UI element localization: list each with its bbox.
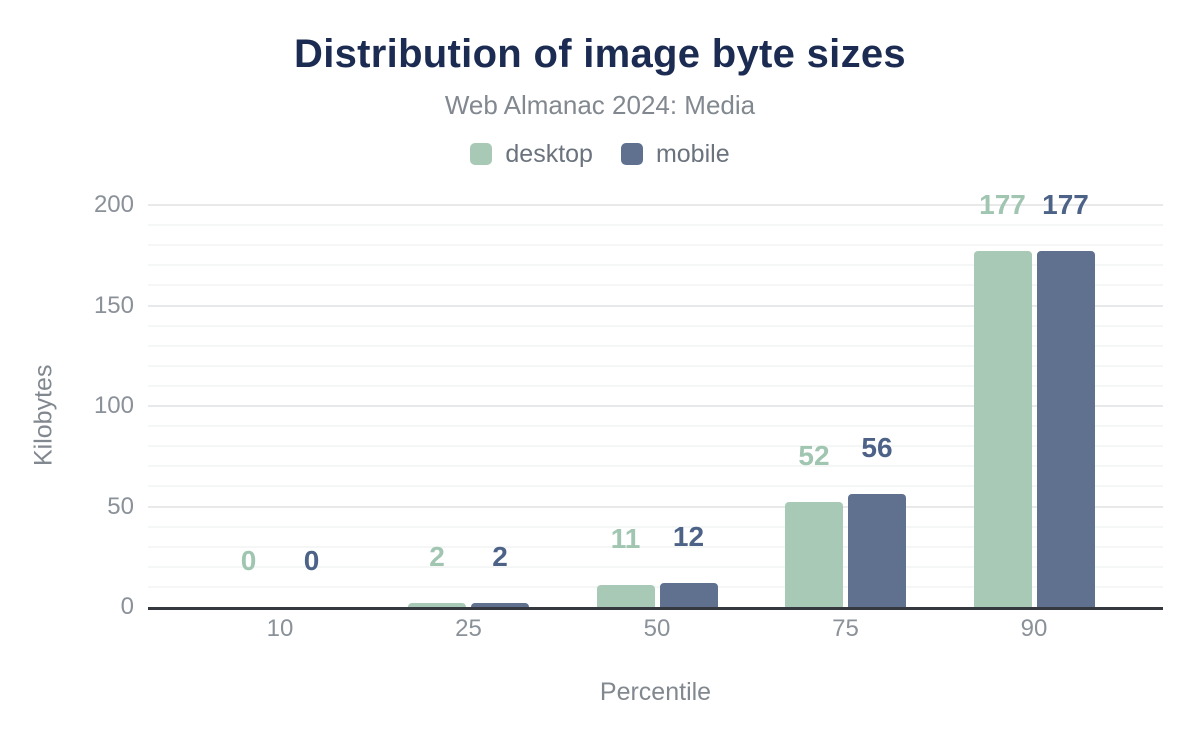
value-label-desktop-p10: 0 bbox=[240, 545, 257, 576]
minor-gridline-10 bbox=[148, 585, 1163, 588]
minor-gridline-110 bbox=[148, 384, 1163, 387]
x-axis-title: Percentile bbox=[599, 678, 712, 706]
value-label-mobile-p75: 56 bbox=[861, 432, 893, 463]
bar-mobile-p75[interactable] bbox=[848, 494, 906, 607]
x-tick-label-10: 10 bbox=[266, 615, 294, 642]
y-tick-label-50: 50 bbox=[107, 492, 134, 520]
minor-gridline-90 bbox=[148, 425, 1163, 428]
value-label-desktop-p90: 177 bbox=[979, 189, 1026, 220]
y-tick-label-150: 150 bbox=[93, 291, 134, 319]
major-gridline-200 bbox=[148, 204, 1163, 206]
minor-gridline-180 bbox=[148, 244, 1163, 247]
bar-desktop-p75[interactable] bbox=[785, 502, 843, 607]
x-tick-label-90: 90 bbox=[1020, 615, 1048, 642]
bar-mobile-p90[interactable] bbox=[1036, 251, 1095, 607]
chart-title: Distribution of image byte sizes bbox=[294, 32, 906, 76]
legend-item-mobile[interactable]: mobile bbox=[620, 139, 730, 169]
desktop-legend-swatch bbox=[470, 143, 493, 165]
y-tick-label-100: 100 bbox=[93, 392, 134, 419]
bar-mobile-p50[interactable] bbox=[659, 583, 718, 607]
minor-gridline-160 bbox=[148, 284, 1163, 287]
legend: desktop mobile bbox=[0, 139, 1200, 169]
minor-gridline-130 bbox=[148, 344, 1163, 347]
value-label-desktop-p25: 2 bbox=[429, 541, 445, 572]
minor-gridline-140 bbox=[148, 324, 1163, 327]
major-gridline-100 bbox=[148, 405, 1163, 407]
x-tick-label-75: 75 bbox=[832, 615, 859, 642]
minor-gridline-30 bbox=[148, 545, 1163, 548]
x-tick-label-50: 50 bbox=[643, 615, 671, 642]
minor-gridline-40 bbox=[148, 525, 1163, 528]
legend-item-desktop[interactable]: desktop bbox=[470, 140, 593, 169]
x-tick-label-25: 25 bbox=[455, 615, 482, 642]
value-label-mobile-p50: 12 bbox=[672, 521, 705, 552]
bar-mobile-p25[interactable] bbox=[471, 603, 529, 607]
chart-subtitle: Web Almanac 2024: Media bbox=[444, 90, 756, 120]
x-axis-line bbox=[148, 607, 1163, 610]
minor-gridline-80 bbox=[148, 445, 1163, 448]
minor-gridline-70 bbox=[148, 465, 1163, 468]
minor-gridline-20 bbox=[148, 565, 1163, 568]
value-label-desktop-p75: 52 bbox=[798, 440, 830, 471]
bar-desktop-p50[interactable] bbox=[596, 585, 655, 607]
mobile-legend-label: mobile bbox=[655, 139, 730, 168]
minor-gridline-60 bbox=[148, 485, 1163, 488]
value-label-mobile-p10: 0 bbox=[303, 545, 320, 576]
minor-gridline-120 bbox=[148, 364, 1163, 367]
bar-desktop-p90[interactable] bbox=[973, 251, 1032, 607]
bar-desktop-p25[interactable] bbox=[408, 603, 466, 607]
major-gridline-150 bbox=[148, 304, 1163, 307]
value-label-desktop-p50: 11 bbox=[610, 523, 641, 554]
value-label-mobile-p25: 2 bbox=[492, 541, 508, 572]
y-tick-label-200: 200 bbox=[93, 191, 134, 218]
desktop-legend-label: desktop bbox=[505, 139, 593, 168]
minor-gridline-190 bbox=[148, 224, 1163, 227]
mobile-legend-swatch bbox=[620, 143, 643, 165]
major-gridline-50 bbox=[148, 505, 1163, 508]
y-tick-label-0: 0 bbox=[120, 593, 134, 620]
value-label-mobile-p90: 177 bbox=[1042, 189, 1089, 220]
minor-gridline-170 bbox=[148, 264, 1163, 267]
